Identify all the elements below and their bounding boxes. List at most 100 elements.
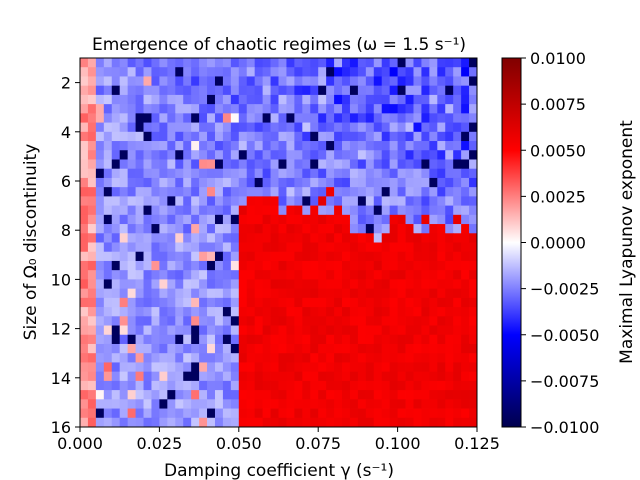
heatmap-cell: [421, 362, 430, 373]
heatmap-cell: [230, 205, 240, 216]
heatmap-cell: [318, 113, 327, 123]
heatmap-cell: [453, 260, 462, 271]
heatmap-cell: [381, 76, 391, 87]
heatmap-cell: [278, 279, 287, 290]
heatmap-cell: [135, 177, 144, 188]
heatmap-cell: [262, 58, 271, 68]
heatmap-cell: [373, 177, 383, 188]
heatmap-cell: [334, 233, 343, 243]
heatmap-cell: [175, 380, 184, 391]
heatmap-cell: [222, 288, 232, 299]
heatmap-cell: [286, 67, 295, 77]
heatmap-cell: [127, 371, 136, 382]
heatmap-cell: [349, 343, 359, 354]
heatmap-cell: [437, 177, 446, 188]
heatmap-cell: [357, 187, 367, 197]
heatmap-cell: [453, 233, 462, 243]
heatmap-cell: [111, 214, 121, 225]
heatmap-cell: [373, 67, 383, 77]
heatmap-cell: [334, 196, 343, 207]
heatmap-cell: [318, 297, 327, 308]
heatmap-cell: [381, 196, 391, 207]
heatmap-cell: [294, 380, 303, 391]
heatmap-cell: [429, 390, 438, 400]
colorbar-tick-label: −0.0100: [530, 418, 599, 437]
heatmap-cell: [445, 122, 454, 133]
heatmap-cell: [469, 76, 478, 87]
heatmap-cell: [159, 113, 168, 123]
heatmap-cell: [294, 343, 303, 354]
heatmap-cell: [318, 325, 327, 336]
heatmap-cell: [334, 113, 343, 123]
heatmap-cell: [310, 307, 319, 317]
heatmap-cell: [397, 85, 406, 96]
heatmap-cell: [294, 104, 303, 114]
heatmap-cell: [445, 270, 454, 280]
heatmap-cell: [127, 417, 136, 428]
heatmap-cell: [397, 288, 406, 299]
heatmap-cell: [397, 233, 406, 243]
heatmap-cell: [127, 85, 136, 96]
heatmap-cell: [357, 94, 367, 105]
heatmap-cell: [334, 76, 343, 87]
heatmap-cell: [119, 242, 129, 253]
heatmap-cell: [214, 325, 224, 336]
heatmap-cell: [389, 224, 398, 234]
heatmap-cell: [151, 58, 160, 68]
heatmap-cell: [175, 76, 184, 87]
heatmap-cell: [461, 104, 470, 114]
heatmap-cell: [230, 270, 240, 280]
heatmap-cell: [199, 113, 208, 123]
heatmap-cell: [143, 76, 152, 87]
heatmap-cell: [222, 316, 232, 326]
heatmap-cell: [429, 205, 438, 216]
heatmap-cell: [405, 417, 414, 428]
heatmap-cell: [262, 104, 271, 114]
heatmap-cell: [191, 76, 200, 87]
heatmap-cell: [349, 251, 359, 262]
heatmap-cell: [381, 325, 391, 336]
heatmap-cell: [373, 76, 383, 87]
heatmap-cell: [342, 297, 351, 308]
heatmap-cell: [151, 122, 160, 133]
heatmap-cell: [373, 260, 383, 271]
heatmap-cell: [278, 104, 287, 114]
heatmap-cell: [175, 288, 184, 299]
heatmap-cell: [262, 187, 271, 197]
heatmap-cell: [119, 316, 129, 326]
heatmap-cell: [230, 67, 240, 77]
heatmap-cell: [119, 159, 129, 170]
heatmap-cell: [87, 279, 97, 290]
heatmap-cell: [119, 260, 129, 271]
heatmap-cell: [135, 113, 144, 123]
heatmap-cell: [397, 141, 406, 151]
heatmap-cell: [270, 67, 279, 77]
heatmap-cell: [310, 150, 319, 160]
heatmap-cell: [389, 371, 398, 382]
heatmap-cell: [95, 390, 105, 400]
heatmap-cell: [302, 67, 311, 77]
heatmap-cell: [326, 224, 335, 234]
heatmap-cell: [342, 113, 351, 123]
heatmap-cell: [278, 325, 287, 336]
heatmap-cell: [222, 94, 232, 105]
heatmap-cell: [421, 316, 430, 326]
heatmap-cell: [294, 196, 303, 207]
heatmap-cell: [103, 260, 113, 271]
heatmap-cell: [334, 279, 343, 290]
heatmap-cell: [199, 159, 208, 170]
heatmap-cell: [405, 334, 414, 345]
heatmap-cell: [334, 187, 343, 197]
heatmap-cell: [429, 417, 438, 428]
heatmap-cell: [429, 288, 438, 299]
heatmap-cell: [389, 233, 398, 243]
heatmap-cell: [191, 288, 200, 299]
heatmap-cell: [80, 159, 89, 170]
heatmap-cell: [286, 251, 295, 262]
heatmap-cell: [230, 316, 240, 326]
heatmap-cell: [318, 380, 327, 391]
heatmap-cell: [175, 307, 184, 317]
heatmap-cell: [159, 362, 168, 373]
heatmap-cell: [302, 214, 311, 225]
heatmap-cell: [127, 270, 136, 280]
